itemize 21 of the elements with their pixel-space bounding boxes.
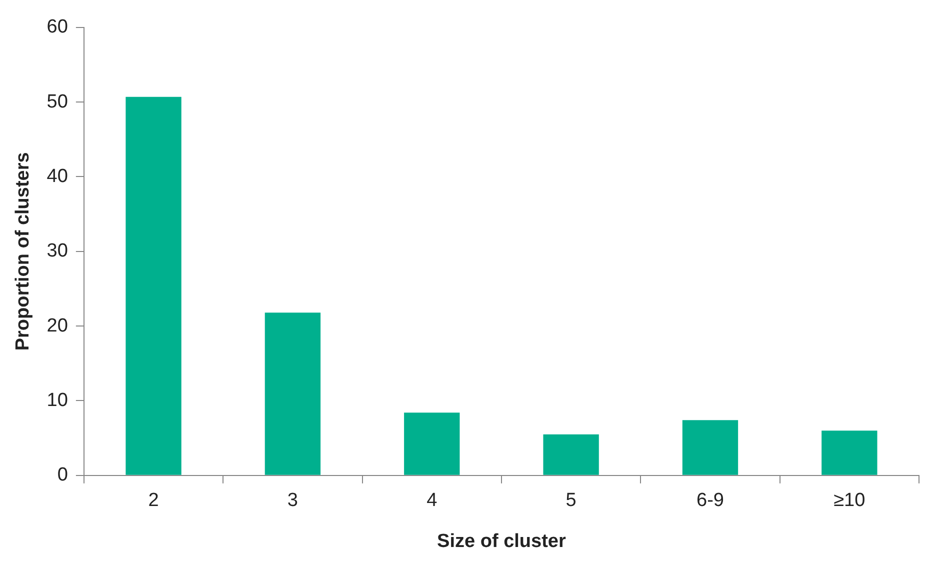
x-tick-label: 2	[148, 490, 159, 512]
y-tick-label: 0	[57, 464, 68, 486]
bar	[682, 420, 738, 475]
x-tick-label: 4	[426, 490, 438, 512]
x-tick-label: 3	[287, 490, 298, 512]
bar	[404, 412, 460, 475]
y-tick-label: 60	[46, 16, 68, 38]
bar	[264, 312, 321, 475]
bar	[543, 434, 599, 475]
y-tick-label: 40	[46, 166, 68, 187]
bar	[126, 96, 182, 475]
x-tick-label: ≥10	[834, 490, 866, 512]
x-axis-title: Size of cluster	[437, 530, 566, 552]
y-tick-label: 20	[46, 315, 68, 336]
y-tick-label: 50	[46, 91, 68, 112]
y-tick-label: 30	[46, 240, 68, 262]
bar	[822, 430, 878, 475]
x-tick-label: 6-9	[696, 490, 724, 512]
y-axis-title: Proportion of clusters	[12, 152, 34, 351]
y-tick-label: 10	[46, 390, 68, 411]
x-tick-label: 5	[566, 490, 576, 512]
